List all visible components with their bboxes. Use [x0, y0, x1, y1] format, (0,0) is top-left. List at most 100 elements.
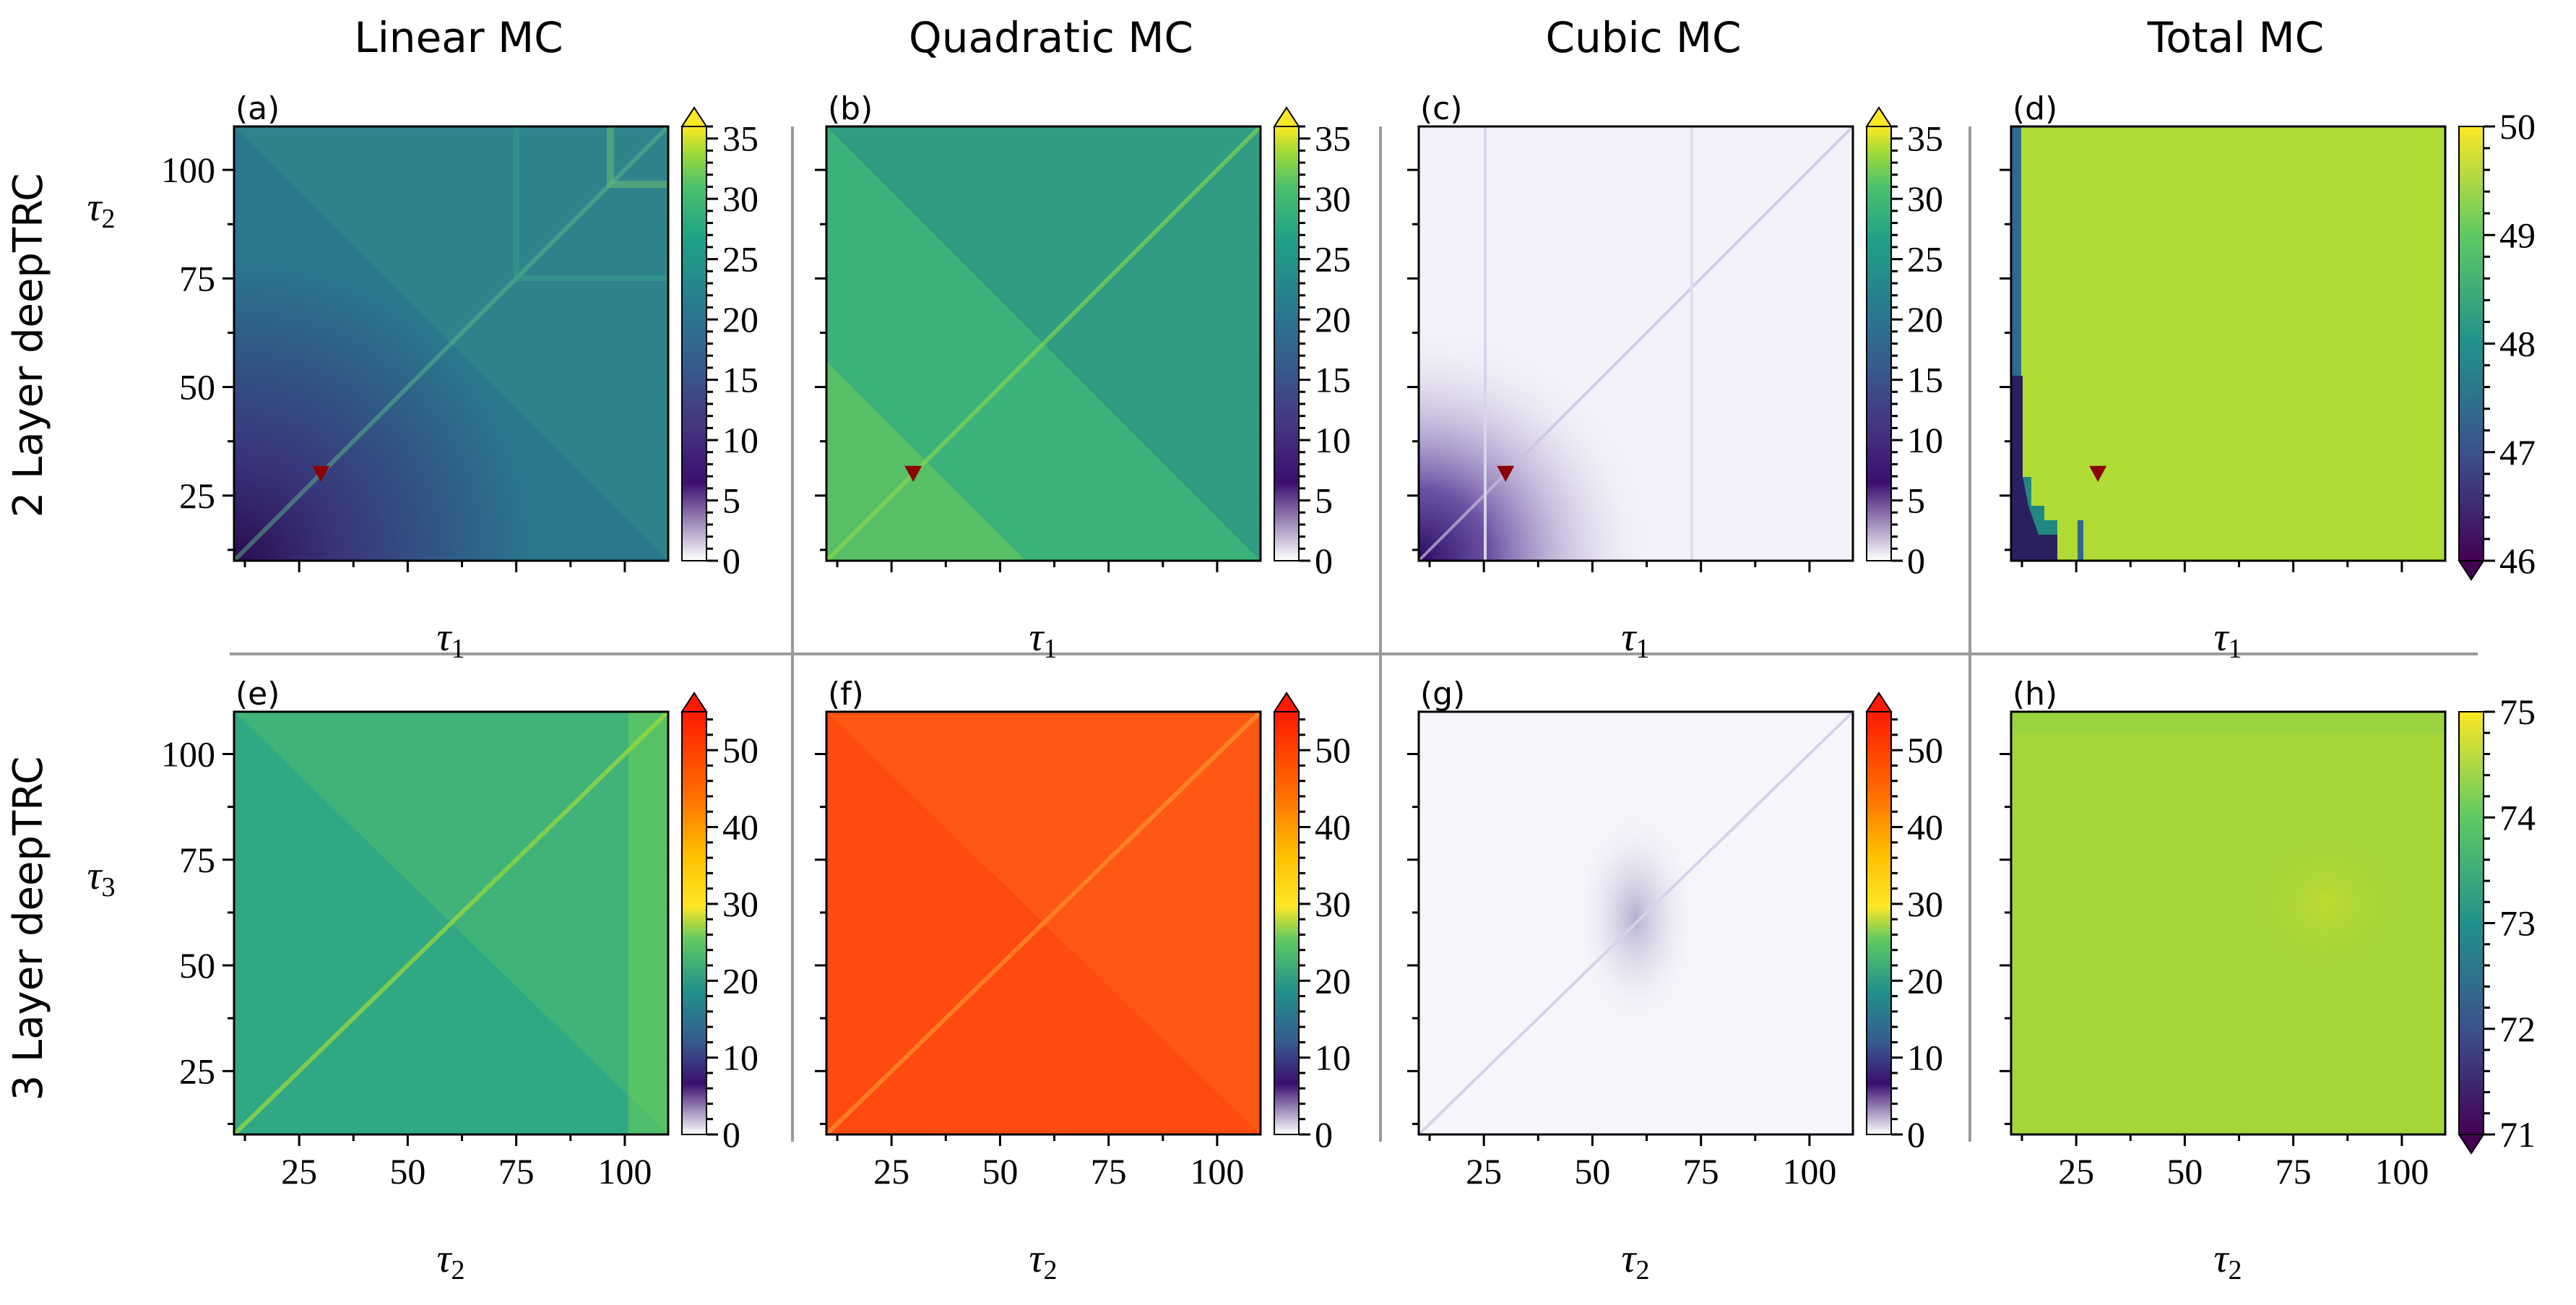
colorbar-tick-label: 72 — [2499, 1009, 2536, 1049]
row-title-2-layer: 2 Layer deepTRC — [5, 173, 52, 518]
colorbar-tick-label: 0 — [722, 1114, 740, 1155]
colorbar-tick-label: 20 — [1907, 960, 1943, 1001]
colorbar-tick-label: 30 — [1315, 178, 1351, 219]
x-tick-label: 50 — [982, 1151, 1018, 1192]
y-tick-label: 25 — [179, 1051, 215, 1091]
xlabel-f: τ2 — [1029, 1236, 1057, 1285]
x-tick-label: 75 — [1683, 1151, 1719, 1192]
colorbar-extend-arrow — [1865, 692, 1893, 712]
panel-label: (d) — [2013, 90, 2057, 127]
colorbar-tick-label: 25 — [1315, 239, 1351, 280]
colorbar-tick-label: 50 — [2499, 106, 2536, 147]
colorbar-tick-label: 40 — [1907, 807, 1943, 848]
colorbar-tick-label: 35 — [1907, 119, 1943, 159]
colorbar-tick-label: 75 — [2499, 692, 2536, 732]
colorbar-tick-label: 73 — [2499, 903, 2536, 944]
colorbar-extend-arrow — [2458, 560, 2485, 581]
x-tick-label: 25 — [281, 1151, 317, 1192]
y-tick-label: 100 — [161, 150, 215, 190]
y-tick-label: 75 — [179, 258, 215, 298]
x-tick-label: 25 — [873, 1151, 909, 1192]
colorbar-tick-label: 74 — [2499, 797, 2536, 837]
panel-label: (b) — [828, 90, 873, 127]
colorbar-tick-label: 15 — [1315, 360, 1351, 400]
colorbar-extend-arrow — [1273, 106, 1300, 127]
colorbar-tick-label: 35 — [1315, 119, 1351, 159]
x-tick-label: 50 — [2166, 1151, 2203, 1192]
colorbar-tick-label: 40 — [722, 807, 758, 848]
colorbar-tick-label: 0 — [1907, 1114, 1925, 1155]
colorbar-tick-label: 40 — [1315, 807, 1351, 848]
colorbar — [681, 711, 707, 1135]
y-tick-label: 50 — [179, 945, 215, 986]
colorbar-tick-label: 10 — [1907, 1038, 1943, 1078]
x-tick-label: 25 — [2058, 1151, 2094, 1192]
x-tick-label: 100 — [597, 1151, 652, 1192]
colorbar-tick-label: 10 — [1315, 1038, 1351, 1078]
panel-d: (d) — [2010, 90, 2447, 562]
panel-label: (e) — [235, 676, 280, 712]
col-title-total: Total MC — [2147, 13, 2324, 62]
colorbar-extend-arrow — [1865, 106, 1893, 127]
colorbar-tick-label: 30 — [722, 884, 758, 924]
colorbar — [1274, 711, 1300, 1135]
ylabel-e: τ3 — [87, 853, 115, 903]
xlabel-e: τ2 — [436, 1236, 464, 1285]
colorbar-tick-label: 0 — [1315, 540, 1333, 581]
colorbar — [1866, 711, 1892, 1135]
optimum-marker — [1497, 465, 1515, 482]
panel-label: (a) — [235, 90, 280, 127]
row-title-3-layer: 3 Layer deepTRC — [5, 757, 52, 1101]
colorbar-tick-label: 10 — [722, 1038, 758, 1078]
colorbar-tick-label: 50 — [1907, 730, 1943, 770]
colorbar-tick-label: 50 — [1315, 730, 1351, 770]
colorbar — [681, 126, 707, 561]
x-tick-label: 100 — [2374, 1151, 2429, 1192]
panel-b: (b) — [824, 90, 1263, 563]
colorbar-extend-arrow — [2458, 1134, 2485, 1155]
x-tick-label: 75 — [1091, 1151, 1127, 1192]
xlabel-c: τ1 — [1621, 615, 1649, 664]
panel-h: (h) — [2010, 676, 2447, 1136]
x-tick-label: 75 — [2275, 1151, 2312, 1192]
colorbar-tick-label: 0 — [1907, 540, 1925, 581]
colorbar-tick-label: 5 — [1315, 481, 1333, 521]
col-title-linear: Linear MC — [354, 13, 563, 62]
colorbar-tick-label: 25 — [722, 239, 758, 280]
colorbar-tick-label: 20 — [722, 960, 758, 1001]
heatmap-d — [2011, 126, 2445, 561]
colorbar-tick-label: 30 — [722, 178, 758, 219]
xlabel-b: τ1 — [1029, 615, 1057, 664]
x-tick-label: 75 — [498, 1151, 535, 1192]
y-tick-label: 25 — [179, 475, 215, 516]
panel-f: (f) — [824, 676, 1263, 1137]
xlabel-a: τ1 — [436, 615, 464, 664]
colorbar — [1274, 126, 1300, 561]
xlabel-h: τ2 — [2213, 1236, 2242, 1285]
colorbar-tick-label: 0 — [1315, 1114, 1333, 1155]
colorbar-tick-label: 71 — [2499, 1114, 2536, 1155]
panel-a: (a) — [232, 90, 670, 563]
colorbar-tick-label: 20 — [1315, 299, 1351, 340]
ylabel-a: τ2 — [87, 185, 115, 234]
x-tick-label: 100 — [1782, 1151, 1836, 1192]
colorbar — [2458, 711, 2484, 1135]
colorbar-tick-label: 20 — [1315, 960, 1351, 1001]
x-tick-label: 100 — [1190, 1151, 1244, 1192]
colorbar-tick-label: 48 — [2499, 324, 2536, 364]
colorbar-extend-arrow — [680, 106, 708, 127]
colorbar-tick-label: 0 — [722, 540, 740, 581]
x-tick-label: 50 — [1574, 1151, 1610, 1192]
colorbar-tick-label: 50 — [722, 730, 758, 770]
col-title-quadratic: Quadratic MC — [909, 13, 1193, 62]
panel-label: (f) — [828, 676, 864, 712]
colorbar — [1866, 126, 1892, 561]
colorbar-tick-label: 15 — [1907, 360, 1943, 400]
colorbar-tick-label: 5 — [1907, 481, 1925, 521]
colorbar-tick-label: 20 — [1907, 299, 1943, 340]
colorbar-tick-label: 10 — [1315, 420, 1351, 460]
optimum-marker — [312, 465, 330, 482]
colorbar-tick-label: 10 — [1907, 420, 1943, 460]
panel-label: (h) — [2013, 676, 2057, 712]
